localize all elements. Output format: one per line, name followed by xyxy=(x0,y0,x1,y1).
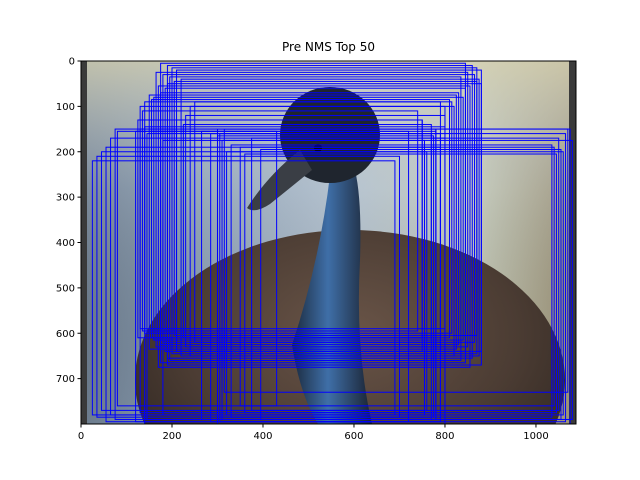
y-tick-label: 600 xyxy=(56,329,75,340)
bounding-box xyxy=(141,110,419,332)
bounding-box xyxy=(223,128,569,393)
y-tick-label: 700 xyxy=(56,374,75,385)
x-tick-label: 0 xyxy=(78,431,84,442)
bounding-box xyxy=(239,146,555,407)
x-tick-label: 600 xyxy=(344,431,363,442)
bounding-box xyxy=(160,92,460,346)
x-tick-label: 1000 xyxy=(523,431,548,442)
bounding-box xyxy=(185,114,446,348)
bounding-boxes xyxy=(91,62,573,424)
y-tick-label: 0 xyxy=(69,57,75,68)
y-tick-label: 300 xyxy=(56,193,75,204)
bounding-box xyxy=(153,96,464,341)
bounding-box xyxy=(176,119,423,352)
bounding-box xyxy=(201,130,437,420)
y-tick-label: 400 xyxy=(56,238,75,249)
bounding-box xyxy=(166,83,482,366)
bounding-box xyxy=(216,135,435,418)
x-tick-label: 400 xyxy=(253,431,272,442)
bounding-box xyxy=(182,124,432,339)
x-axis: 0 200 400 600 800 1000 xyxy=(78,424,549,442)
bounding-box xyxy=(244,153,557,414)
bounding-box xyxy=(157,85,471,368)
y-tick-label: 100 xyxy=(56,102,75,113)
bounding-box xyxy=(226,151,564,416)
y-tick-label: 500 xyxy=(56,283,75,294)
y-axis: 0 100 200 300 400 500 600 700 xyxy=(56,57,81,385)
bounding-box xyxy=(251,137,560,411)
y-tick-label: 200 xyxy=(56,147,75,158)
x-tick-label: 800 xyxy=(435,431,454,442)
bounding-box xyxy=(169,76,462,361)
emu-photo xyxy=(81,61,576,424)
x-tick-label: 200 xyxy=(162,431,181,442)
bounding-box xyxy=(210,133,441,423)
bounding-box xyxy=(148,94,457,350)
bounding-box xyxy=(189,105,455,357)
bounding-box xyxy=(173,80,478,337)
chart-title: Pre NMS Top 50 xyxy=(282,40,375,54)
